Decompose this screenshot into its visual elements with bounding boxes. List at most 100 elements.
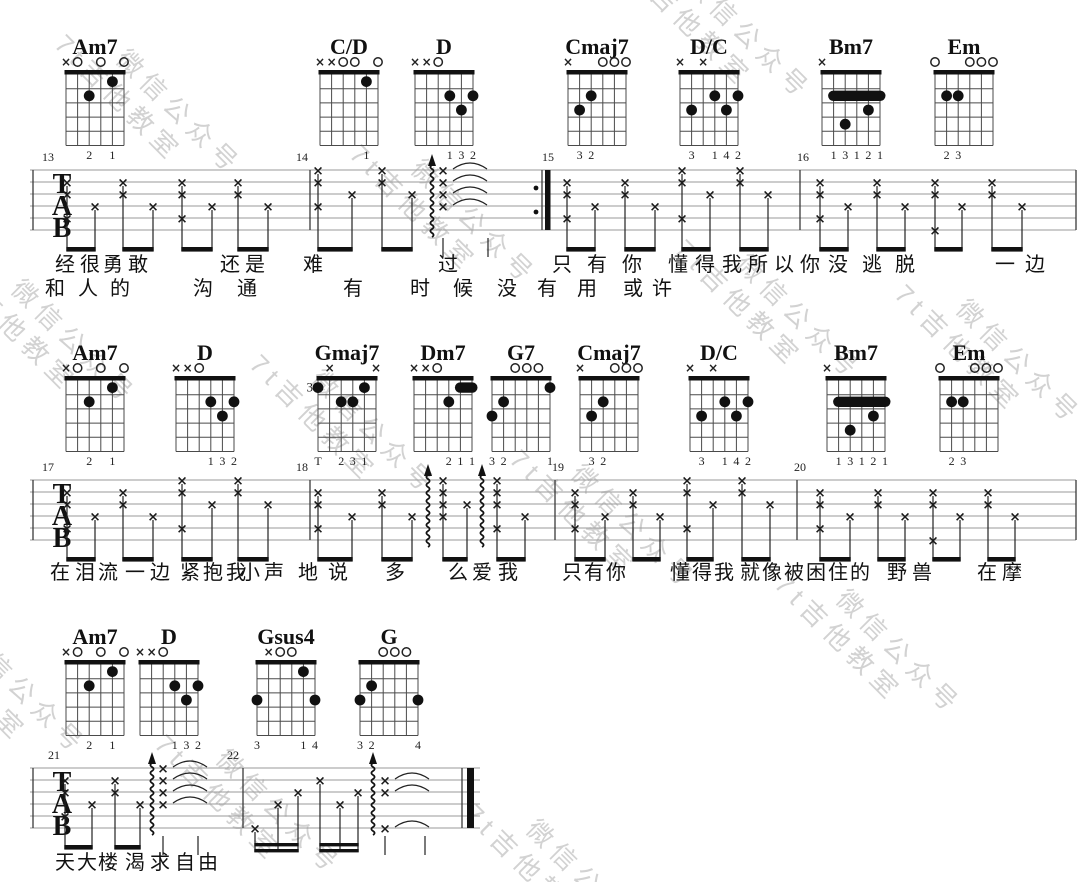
- strum-x: ×: [927, 497, 938, 513]
- strum-x: ×: [437, 509, 448, 525]
- lyric-char: 野: [887, 562, 907, 584]
- finger-number: 1: [722, 454, 728, 468]
- strum-x: ×: [134, 797, 145, 813]
- muted-string-marker: ×: [61, 645, 71, 659]
- finger-dot: [574, 104, 585, 116]
- finger-number: 2: [86, 738, 92, 752]
- nut: [316, 376, 378, 381]
- strum-x: ×: [561, 187, 572, 203]
- strum-x: ×: [762, 187, 773, 203]
- lyric-char: 说: [328, 562, 348, 584]
- finger-dot: [721, 104, 732, 116]
- measure-number: 21: [48, 748, 60, 762]
- finger-dot: [839, 118, 851, 130]
- strum-x: ×: [312, 163, 323, 179]
- measure-number: 17: [42, 460, 54, 474]
- lyric-char: 或: [623, 278, 643, 300]
- finger-number: 3: [847, 454, 853, 468]
- beam: [442, 557, 468, 562]
- open-string-marker: [95, 57, 106, 67]
- strum-x: ×: [157, 773, 168, 789]
- strum-x: ×: [272, 797, 283, 813]
- finger-dot: [597, 396, 609, 408]
- tie: [172, 796, 208, 804]
- arpeggio-wave: [479, 474, 485, 548]
- beam: [991, 247, 1023, 252]
- chord-diagram-Cmaj7: Cmaj7× 3 2: [575, 340, 643, 468]
- chord-diagram-Am7: Am7× 2 1: [61, 34, 129, 162]
- finger-number: 3: [699, 454, 705, 468]
- strum-x: ×: [59, 785, 70, 801]
- lyric-char: 楼: [98, 852, 118, 874]
- tie: [452, 174, 488, 182]
- finger-dot: [586, 410, 597, 422]
- watermark-line2: 7t吉他教室: [668, 233, 809, 374]
- finger-dot: [192, 680, 204, 692]
- beam: [877, 557, 906, 562]
- strum-x: ×: [569, 497, 580, 513]
- open-string-marker: [158, 647, 169, 657]
- finger-dot: [719, 396, 731, 408]
- strum-x: ×: [176, 175, 187, 191]
- lyric-char: 大: [77, 852, 97, 874]
- finger-number: 2: [588, 148, 594, 162]
- finger-number: 1: [172, 738, 178, 752]
- nut: [64, 70, 126, 75]
- strum-x: ×: [814, 211, 825, 227]
- lyric-char: 敢: [128, 254, 148, 276]
- nut: [820, 70, 882, 75]
- chord-diagram-D-C: D/C× ×3 1 4 2: [685, 340, 754, 468]
- fret-position-label: 3: [307, 380, 314, 395]
- strum-x: ×: [157, 761, 168, 777]
- measure-number: 20: [794, 460, 806, 474]
- tab-clef-letter: T: [53, 767, 72, 798]
- repeat-thick-bar: [545, 170, 551, 230]
- strum-x: ×: [379, 785, 390, 801]
- finger-number: 4: [733, 454, 739, 468]
- finger-number: 2: [86, 148, 92, 162]
- strum-x: ×: [491, 521, 502, 537]
- open-string-marker: [981, 363, 992, 373]
- finger-dot: [696, 410, 707, 422]
- strum-x: ×: [599, 509, 610, 525]
- strum-x: ×: [352, 785, 363, 801]
- arpeggio-arrowhead: [148, 752, 156, 764]
- arpeggio-wave: [370, 762, 376, 836]
- finger-number: 3: [577, 148, 583, 162]
- tie: [394, 772, 430, 780]
- open-string-marker: [373, 57, 383, 67]
- watermark-line1: 微信公众号: [0, 623, 94, 762]
- strum-x: ×: [986, 187, 997, 203]
- strum-x: ×: [1009, 509, 1020, 525]
- open-string-marker: [95, 647, 106, 657]
- watermark-line2: 7t吉他教室: [888, 278, 1029, 419]
- finger-number: 4: [312, 738, 318, 752]
- arpeggio-arrowhead: [478, 464, 486, 476]
- tab-clef-letter: B: [53, 213, 72, 244]
- strum-x: ×: [117, 175, 128, 191]
- nut: [678, 70, 740, 75]
- strum-x: ×: [262, 497, 273, 513]
- nut: [358, 660, 420, 665]
- open-string-marker: [338, 57, 349, 67]
- strum-x: ×: [176, 473, 187, 489]
- strum-x: ×: [312, 485, 323, 501]
- strum-x: ×: [61, 211, 72, 227]
- finger-number: 1: [469, 454, 475, 468]
- watermark-line2: 7t吉他教室: [768, 568, 909, 709]
- finger-number: 2: [944, 148, 950, 162]
- muted-string-marker: ×: [817, 55, 827, 69]
- chord-name: Dm7: [420, 340, 465, 365]
- muted-string-marker: ×: [575, 361, 585, 375]
- finger-number: 1: [109, 454, 115, 468]
- strum-x: ×: [814, 175, 825, 191]
- chord-name: D/C: [690, 34, 728, 59]
- lyric-char: 很: [80, 254, 100, 276]
- open-string-marker: [275, 647, 286, 657]
- strum-x: ×: [814, 485, 825, 501]
- finger-dot: [585, 90, 597, 102]
- lyric-char: 所: [748, 254, 768, 276]
- finger-number: 1: [854, 148, 860, 162]
- tab-clef-letter: B: [53, 523, 72, 554]
